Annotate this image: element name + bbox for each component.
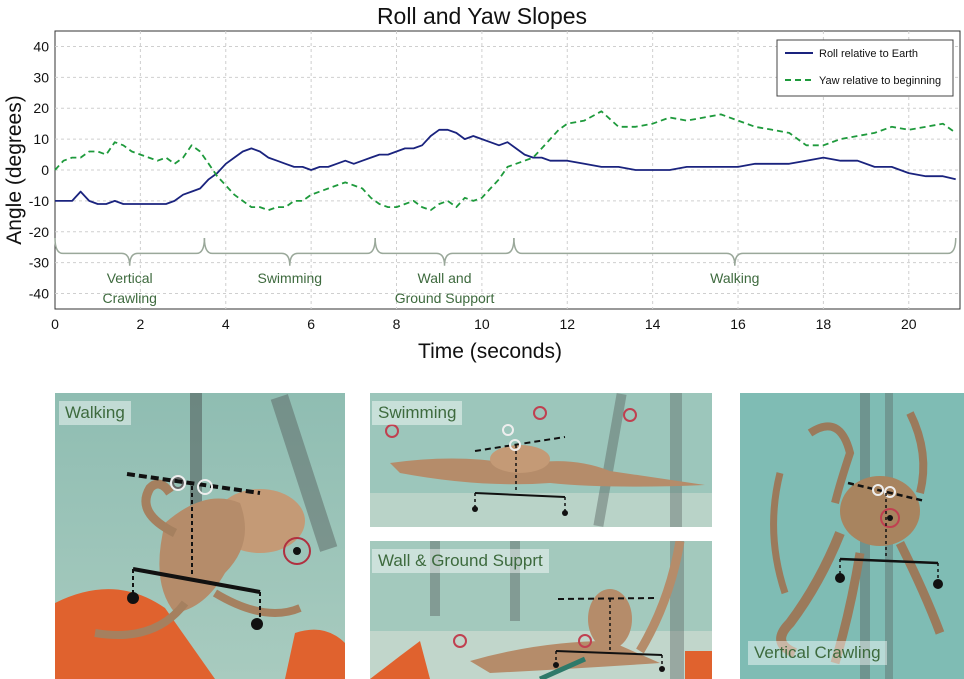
y-tick-label: 40 xyxy=(33,38,49,54)
x-tick-label: 10 xyxy=(474,316,490,332)
series-line-yaw xyxy=(54,110,957,212)
walking-scene xyxy=(55,393,345,679)
series-line-roll xyxy=(55,128,956,205)
phase-label: Vertical xyxy=(107,270,153,286)
photo-walking: Walking xyxy=(55,393,345,679)
y-tick-label: -10 xyxy=(29,193,49,209)
legend-label-roll: Roll relative to Earth xyxy=(819,48,918,60)
x-tick-label: 4 xyxy=(222,316,230,332)
x-axis-label: Time (seconds) xyxy=(418,340,562,363)
phase-braces: Vertical Crawling Swimming Wall and Ground S… xyxy=(54,237,957,306)
x-tick-label: 12 xyxy=(559,316,575,332)
vertical-scene xyxy=(740,393,964,679)
phase-label: Crawling xyxy=(102,290,156,306)
phase-label: Wall and xyxy=(418,270,472,286)
y-tick-label: 10 xyxy=(33,131,49,147)
x-tick-label: 6 xyxy=(307,316,315,332)
x-tick-label: 0 xyxy=(51,316,59,332)
chart-title: Roll and Yaw Slopes xyxy=(377,3,587,29)
x-tick-label: 18 xyxy=(816,316,832,332)
x-tick-label: 16 xyxy=(730,316,746,332)
photo-label-vertical: Vertical Crawling xyxy=(748,641,887,665)
legend: Roll relative to Earth Yaw relative to b… xyxy=(776,39,954,97)
roll-yaw-chart: Roll and Yaw Slopes 0 2 4 6 8 10 12 14 16 18 20 -40… xyxy=(3,3,961,363)
x-tick-label: 2 xyxy=(136,316,144,332)
y-tick-label: -30 xyxy=(29,255,49,271)
photo-wall-ground: Wall & Ground Supprt xyxy=(370,541,712,679)
axis-ticks: 0 2 4 6 8 10 12 14 16 18 20 -40 -30 -20 -10 0 10 20 30 40 xyxy=(29,38,917,332)
y-tick-label: -40 xyxy=(29,286,49,302)
photo-vertical: Vertical Crawling xyxy=(740,393,964,679)
y-axis-label: Angle (degrees) xyxy=(3,95,26,244)
x-tick-label: 20 xyxy=(901,316,917,332)
phase-label: Ground Support xyxy=(395,290,495,306)
phase-label: Swimming xyxy=(257,270,322,286)
photo-swimming: Swimming xyxy=(370,393,712,527)
series-lines xyxy=(54,110,957,212)
legend-box xyxy=(776,39,954,97)
photo-label-wall-ground: Wall & Ground Supprt xyxy=(372,549,549,573)
photo-label-swimming: Swimming xyxy=(372,401,463,425)
x-tick-label: 14 xyxy=(645,316,661,332)
swimming-scene xyxy=(370,393,712,527)
y-tick-label: 30 xyxy=(33,69,49,85)
wall-ground-scene xyxy=(370,541,712,679)
legend-label-yaw: Yaw relative to beginning xyxy=(819,75,941,87)
x-tick-label: 8 xyxy=(393,316,401,332)
y-tick-label: 20 xyxy=(33,100,49,116)
y-tick-label: -20 xyxy=(29,224,49,240)
y-tick-label: 0 xyxy=(41,162,49,178)
photo-label-walking: Walking xyxy=(59,401,131,425)
phase-label: Walking xyxy=(710,270,759,286)
